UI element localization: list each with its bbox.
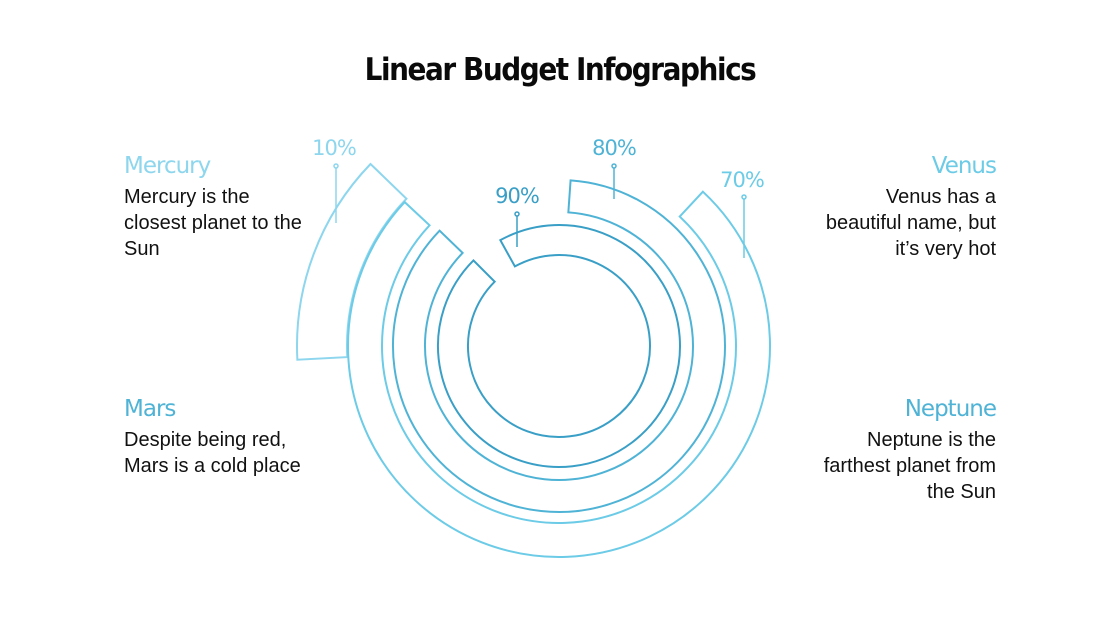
mercury-description: Mercury is the closest planet to the Sun	[124, 186, 302, 260]
mars-block: Mars Despite being red, Mars is a cold p…	[124, 395, 314, 479]
pin-70-head	[741, 194, 747, 200]
label-70-percent: 70%	[720, 168, 765, 192]
ring-80-percent	[392, 179, 726, 513]
ring-90-percent	[437, 224, 681, 468]
mars-description: Despite being red, Mars is a cold place	[124, 429, 301, 477]
venus-description: Venus has a beautiful name, but it’s ver…	[825, 186, 996, 260]
label-10-percent: 10%	[312, 136, 357, 160]
neptune-description: Neptune is the farthest planet from the …	[823, 429, 996, 503]
label-80-percent: 80%	[592, 136, 637, 160]
neptune-block: Neptune Neptune is the farthest planet f…	[806, 395, 997, 505]
mercury-block: Mercury Mercury is the closest planet to…	[124, 152, 314, 262]
ring-70-percent	[347, 190, 771, 558]
ring-10-percent	[296, 162, 408, 361]
page-title: Linear Budget Infographics	[364, 52, 757, 88]
pin-80-head	[611, 163, 617, 169]
mars-title: Mars	[124, 396, 176, 422]
neptune-title: Neptune	[904, 396, 997, 422]
venus-block: Venus Venus has a beautiful name, but it…	[806, 152, 997, 262]
pin-10-head	[333, 163, 339, 169]
label-90-percent: 90%	[495, 184, 540, 208]
venus-title: Venus	[931, 153, 997, 179]
mercury-title: Mercury	[124, 153, 211, 179]
pin-90-head	[514, 211, 520, 217]
